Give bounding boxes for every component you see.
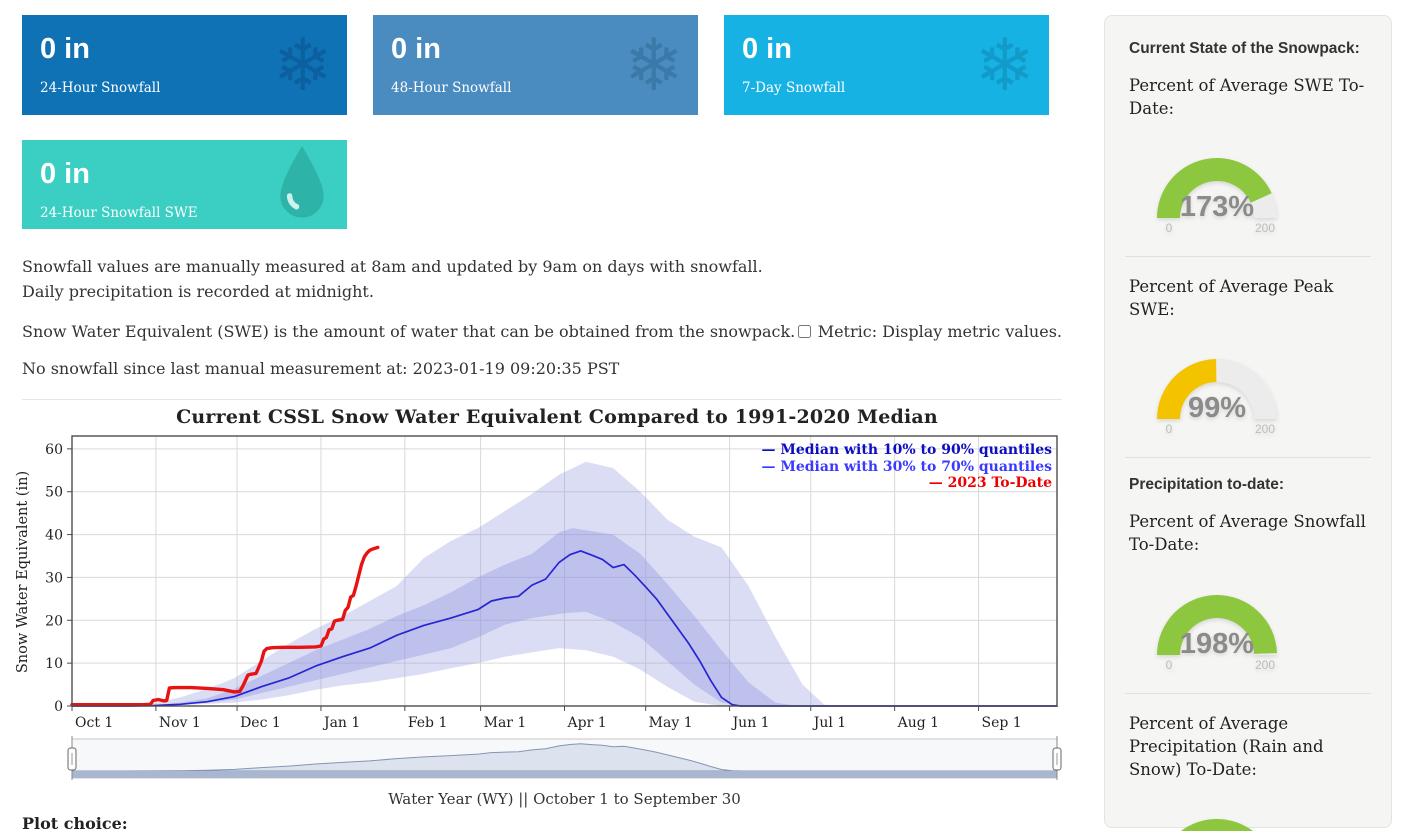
snowflake-icon: ❄: [272, 23, 333, 107]
svg-text:198%: 198%: [1180, 628, 1254, 660]
sidebar-divider: [1125, 457, 1371, 459]
legend-entry[interactable]: — Median with 30% to 70% quantiles: [761, 458, 1052, 475]
svg-text:Jun 1: Jun 1: [731, 715, 770, 731]
svg-text:10: 10: [45, 656, 63, 672]
svg-text:200: 200: [1255, 221, 1275, 234]
notes-block: Snowfall values are manually measured at…: [22, 255, 1062, 382]
card-48-hour-snowfall: 0 in 48-Hour Snowfall ❄: [373, 15, 698, 115]
svg-text:Nov 1: Nov 1: [159, 715, 201, 731]
plot-choice-block: Plot choice: Snow Water Equivalent (SWE)…: [22, 814, 1062, 831]
water-drop-icon: [271, 142, 333, 227]
svg-text:50: 50: [45, 485, 63, 501]
svg-text:40: 40: [45, 528, 63, 544]
svg-text:Dec 1: Dec 1: [240, 715, 281, 731]
gauge-label-snowfall-to-date: Percent of Average Snowfall To-Date:: [1129, 512, 1366, 555]
svg-text:Sep 1: Sep 1: [982, 715, 1022, 731]
snowpack-sidebar: Current State of the Snowpack: Percent o…: [1104, 15, 1392, 831]
card-value: 0 in: [40, 33, 90, 65]
gauge-peak-swe: 99% 0 200: [1129, 331, 1367, 439]
legend-entry[interactable]: — 2023 To-Date: [928, 475, 1052, 492]
last-measurement-note: No snowfall since last manual measuremen…: [22, 359, 620, 379]
main-column: 0 in 24-Hour Snowfall ❄ 0 in 48-Hour Sno…: [15, 15, 1062, 831]
sidebar-heading-precip: Precipitation to-date:: [1129, 476, 1285, 494]
section-divider: [22, 399, 1062, 401]
svg-text:Apr 1: Apr 1: [567, 715, 607, 731]
sidebar-divider: [1125, 692, 1371, 694]
chart-canvas: 0 10 20 30 40 50 60 Oct 1 Nov 1 Dec 1 Jan 1 Feb 1 Ma…: [45, 435, 1058, 731]
swe-definition-note: Snow Water Equivalent (SWE) is the amoun…: [22, 321, 796, 341]
svg-text:May 1: May 1: [649, 715, 693, 731]
chart-y-axis-label: Snow Water Equivalent (in): [15, 471, 31, 674]
card-label: 48-Hour Snowfall: [391, 80, 512, 96]
svg-text:Oct 1: Oct 1: [75, 715, 113, 731]
chart-x-axis-label: Water Year (WY) || October 1 to Septembe…: [388, 790, 741, 809]
gauge-label-peak-swe: Percent of Average Peak SWE:: [1129, 277, 1334, 320]
svg-text:Mar 1: Mar 1: [484, 715, 527, 731]
svg-text:Aug 1: Aug 1: [897, 715, 939, 731]
card-7-day-snowfall: 0 in 7-Day Snowfall ❄: [724, 15, 1049, 115]
card-24-hour-snowfall-swe: 0 in 24-Hour Snowfall SWE: [22, 140, 347, 229]
svg-text:0: 0: [1166, 221, 1173, 234]
chart-legend: — Median with 10% to 90% quantiles — Medi…: [761, 442, 1052, 492]
card-value: 0 in: [40, 158, 90, 190]
measurement-note: Snowfall values are manually measured at…: [22, 257, 763, 301]
metric-checkbox-text: Metric: Display metric values.: [817, 321, 1062, 341]
svg-text:Feb 1: Feb 1: [408, 715, 448, 731]
svg-text:99%: 99%: [1188, 392, 1246, 424]
chart-title: Current CSSL Snow Water Equivalent Compa…: [176, 406, 938, 429]
svg-text:Jan 1: Jan 1: [322, 715, 360, 731]
plot-choice-label: Plot choice:: [22, 814, 128, 831]
card-value: 0 in: [391, 33, 441, 65]
svg-text:30: 30: [45, 571, 63, 587]
sidebar-heading-snowpack: Current State of the Snowpack:: [1129, 40, 1360, 57]
card-label: 24-Hour Snowfall SWE: [40, 205, 198, 221]
sidebar-divider: [1125, 256, 1371, 258]
range-slider-canvas: [67, 736, 1062, 781]
gauge-label-precip-to-date: Percent of Average Precipitation (Rain a…: [1129, 713, 1324, 779]
swe-line-chart[interactable]: 0 10 20 30 40 50 60 Oct 1 Nov 1 Dec 1 Jan 1 Feb 1 Ma…: [22, 430, 1062, 736]
card-value: 0 in: [742, 33, 792, 65]
snowflake-icon: ❄: [974, 23, 1035, 107]
card-label: 24-Hour Snowfall: [40, 80, 161, 96]
chart-range-slider[interactable]: [22, 736, 1062, 788]
gauge-snowfall-to-date: 198% 0 200: [1129, 567, 1367, 675]
svg-text:200: 200: [1255, 658, 1275, 671]
legend-entry[interactable]: — Median with 10% to 90% quantiles: [761, 442, 1052, 459]
swe-chart-section: Current CSSL Snow Water Equivalent Compa…: [15, 406, 1062, 809]
svg-text:Jul 1: Jul 1: [812, 715, 846, 731]
svg-text:60: 60: [45, 442, 63, 458]
card-label: 7-Day Snowfall: [742, 80, 846, 96]
snowflake-icon: ❄: [623, 23, 684, 107]
svg-text:173%: 173%: [1180, 191, 1254, 223]
svg-text:0: 0: [54, 699, 63, 715]
metric-checkbox-label[interactable]: Metric: Display metric values.: [797, 321, 1062, 341]
gauge-swe-to-date: 173% 0 200: [1129, 130, 1367, 238]
snowfall-cards-row: 0 in 24-Hour Snowfall ❄ 0 in 48-Hour Sno…: [22, 15, 1062, 115]
svg-text:20: 20: [45, 613, 63, 629]
metric-checkbox[interactable]: [797, 324, 811, 338]
svg-text:0: 0: [1166, 658, 1173, 671]
svg-text:0: 0: [1166, 422, 1173, 435]
svg-text:200: 200: [1255, 422, 1275, 435]
card-24-hour-snowfall: 0 in 24-Hour Snowfall ❄: [22, 15, 347, 115]
gauge-label-swe-to-date: Percent of Average SWE To-Date:: [1129, 76, 1365, 119]
